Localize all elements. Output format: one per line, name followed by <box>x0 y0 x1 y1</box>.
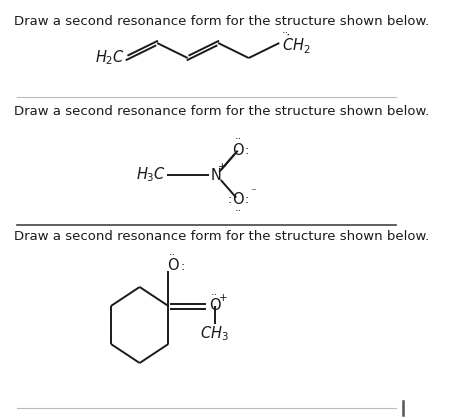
Text: $H_3C$: $H_3C$ <box>136 166 166 184</box>
Text: :: : <box>245 144 249 157</box>
Text: ··: ·· <box>282 28 289 38</box>
Text: ··: ·· <box>169 250 176 260</box>
Text: +: + <box>219 293 228 303</box>
Text: ··: ·· <box>234 206 242 216</box>
Text: Draw a second resonance form for the structure shown below.: Draw a second resonance form for the str… <box>14 105 429 118</box>
Text: :: : <box>180 260 184 273</box>
Text: :: : <box>227 193 231 206</box>
Text: ··: ·· <box>211 290 218 300</box>
Text: Draw a second resonance form for the structure shown below.: Draw a second resonance form for the str… <box>14 230 429 243</box>
Text: $CH_3$: $CH_3$ <box>200 325 229 343</box>
Text: +: + <box>218 162 227 172</box>
Text: ··: ·· <box>234 134 242 144</box>
Text: N: N <box>211 168 222 183</box>
Text: O: O <box>209 298 220 314</box>
Text: Draw a second resonance form for the structure shown below.: Draw a second resonance form for the str… <box>14 15 429 28</box>
Text: $\dot{C}H_2$: $\dot{C}H_2$ <box>282 32 310 56</box>
Text: $H_2C$: $H_2C$ <box>95 48 125 67</box>
Text: O: O <box>232 143 244 158</box>
Text: ⁻: ⁻ <box>251 188 256 198</box>
Text: O: O <box>232 192 244 207</box>
Text: O: O <box>167 258 179 273</box>
Text: :: : <box>245 193 249 206</box>
